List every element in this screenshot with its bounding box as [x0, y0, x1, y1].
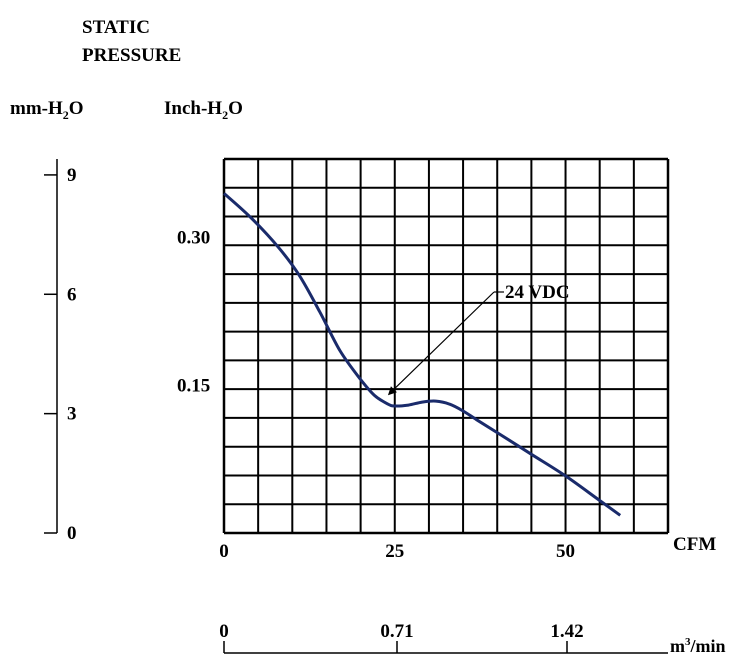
inch-h2o-label: Inch-H2O [164, 98, 243, 122]
m3-axis: 0 0.71 1.42 [219, 621, 668, 654]
series-group [223, 192, 622, 517]
inch-tick-label: 0.15 [177, 375, 210, 396]
annotation-arrowhead [387, 386, 397, 396]
cfm-tick-label: 0 [219, 541, 229, 562]
cfm-tick-label: 50 [556, 541, 575, 562]
m3-tick-label: 1.42 [550, 621, 583, 642]
title-line: PRESSURE [82, 45, 181, 66]
inch-tick-label: 0.30 [177, 228, 210, 249]
chart-title: STATIC PRESSURE [82, 17, 181, 66]
m3-tick-label: 0 [219, 621, 229, 642]
mm-h2o-label: mm-H2O [10, 98, 84, 122]
mm-tick-label: 0 [67, 523, 77, 544]
m3-tick-label: 0.71 [380, 621, 413, 642]
title-line: STATIC [82, 17, 150, 38]
m3-min-label: m3/min [670, 636, 726, 656]
mm-tick-label: 6 [67, 284, 77, 305]
series-line-24vdc [223, 192, 622, 517]
annotation-label: 24 VDC [505, 282, 570, 303]
chart-grid [222, 157, 670, 535]
x-axis: 0 25 50 CFM [219, 534, 716, 562]
inch-axis-ticks: 0.30 0.15 [177, 228, 210, 397]
mm-tick-label: 3 [67, 404, 77, 425]
mm-tick-label: 9 [67, 165, 77, 186]
annotation: 24 VDC [387, 282, 570, 396]
cfm-axis-label: CFM [673, 534, 716, 555]
cfm-tick-label: 25 [385, 541, 404, 562]
annotation-leader [391, 291, 495, 392]
left-axis: 0 3 6 9 [44, 159, 77, 544]
